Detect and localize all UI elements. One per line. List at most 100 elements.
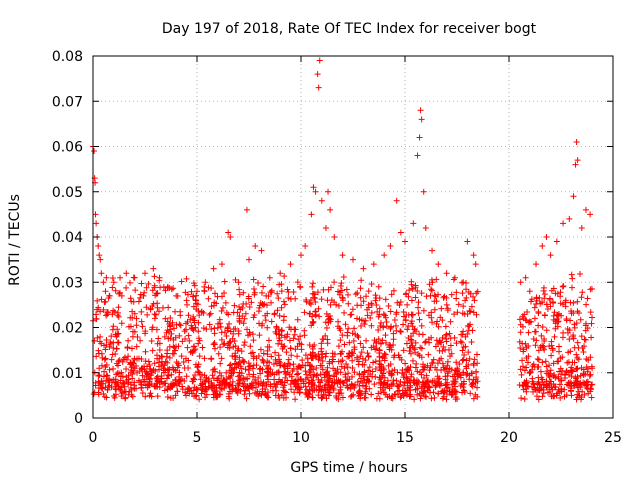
- data-point: [226, 320, 233, 327]
- data-point: [190, 375, 197, 382]
- data-point: [287, 345, 294, 352]
- data-point: [96, 338, 103, 345]
- data-point: [106, 292, 113, 299]
- data-point: [167, 315, 174, 322]
- data-point: [122, 394, 129, 401]
- data-point: [526, 318, 533, 325]
- data-point: [367, 315, 374, 322]
- data-point: [143, 284, 150, 291]
- data-point: [535, 347, 542, 354]
- data-point: [100, 279, 107, 286]
- data-point: [98, 296, 105, 303]
- data-point: [470, 293, 477, 300]
- data-point: [318, 340, 325, 347]
- data-point: [430, 356, 437, 363]
- data-point: [140, 292, 147, 299]
- data-point: [232, 276, 239, 283]
- data-point: [365, 288, 372, 295]
- data-point: [283, 333, 290, 340]
- data-point: [94, 334, 101, 341]
- data-point: [535, 308, 542, 315]
- data-point: [354, 356, 361, 363]
- data-point: [397, 229, 404, 236]
- data-point: [372, 373, 379, 380]
- data-point: [427, 364, 434, 371]
- data-point: [256, 304, 263, 311]
- data-point: [426, 367, 433, 374]
- data-point: [297, 283, 304, 290]
- data-point: [121, 354, 128, 361]
- data-point: [292, 346, 299, 353]
- data-point: [588, 334, 595, 341]
- y-tick-label: 0.02: [52, 321, 83, 337]
- data-point: [380, 311, 387, 318]
- x-axis-label: GPS time / hours: [290, 460, 407, 476]
- data-point: [397, 298, 404, 305]
- data-point: [463, 371, 470, 378]
- data-point: [443, 396, 450, 403]
- data-point: [167, 326, 174, 333]
- data-point: [154, 340, 161, 347]
- data-point: [193, 300, 200, 307]
- data-point: [161, 387, 168, 394]
- data-point: [535, 356, 542, 363]
- data-point: [335, 389, 342, 396]
- data-point: [432, 382, 439, 389]
- data-point: [185, 312, 192, 319]
- data-point: [184, 344, 191, 351]
- data-point: [325, 188, 332, 195]
- data-point: [419, 331, 426, 338]
- data-point: [583, 379, 590, 386]
- data-point: [459, 310, 466, 317]
- data-point: [361, 368, 368, 375]
- data-point: [236, 291, 243, 298]
- data-point: [368, 322, 375, 329]
- data-point: [294, 279, 301, 286]
- data-point: [351, 325, 358, 332]
- data-point: [455, 301, 462, 308]
- data-point: [394, 299, 401, 306]
- data-point: [270, 361, 277, 368]
- data-point: [444, 362, 451, 369]
- data-point: [573, 351, 580, 358]
- data-point: [313, 353, 320, 360]
- data-point: [571, 324, 578, 331]
- data-point: [117, 386, 124, 393]
- data-point: [242, 366, 249, 373]
- data-point: [127, 295, 134, 302]
- data-point: [138, 318, 145, 325]
- data-point: [100, 306, 107, 313]
- data-point: [266, 359, 273, 366]
- data-point: [318, 394, 325, 401]
- data-point: [417, 107, 424, 114]
- data-point: [358, 317, 365, 324]
- data-point: [284, 286, 291, 293]
- data-point: [324, 297, 331, 304]
- data-point: [563, 368, 570, 375]
- data-point: [435, 323, 442, 330]
- data-point: [396, 387, 403, 394]
- data-point: [451, 274, 458, 281]
- data-point: [556, 348, 563, 355]
- data-point: [439, 317, 446, 324]
- data-point: [578, 333, 585, 340]
- data-point: [170, 381, 177, 388]
- y-tick-label: 0.01: [52, 366, 83, 382]
- data-point: [473, 351, 480, 358]
- data-point: [142, 328, 149, 335]
- data-point: [583, 364, 590, 371]
- data-point: [398, 393, 405, 400]
- data-point: [251, 286, 258, 293]
- data-point: [379, 384, 386, 391]
- data-point: [91, 337, 98, 344]
- data-point: [179, 338, 186, 345]
- data-point: [464, 238, 471, 245]
- data-point: [112, 331, 119, 338]
- data-point: [522, 340, 529, 347]
- data-point: [103, 372, 110, 379]
- data-point: [306, 369, 313, 376]
- data-point: [327, 301, 334, 308]
- data-point: [165, 366, 172, 373]
- data-point: [306, 299, 313, 306]
- data-point: [444, 305, 451, 312]
